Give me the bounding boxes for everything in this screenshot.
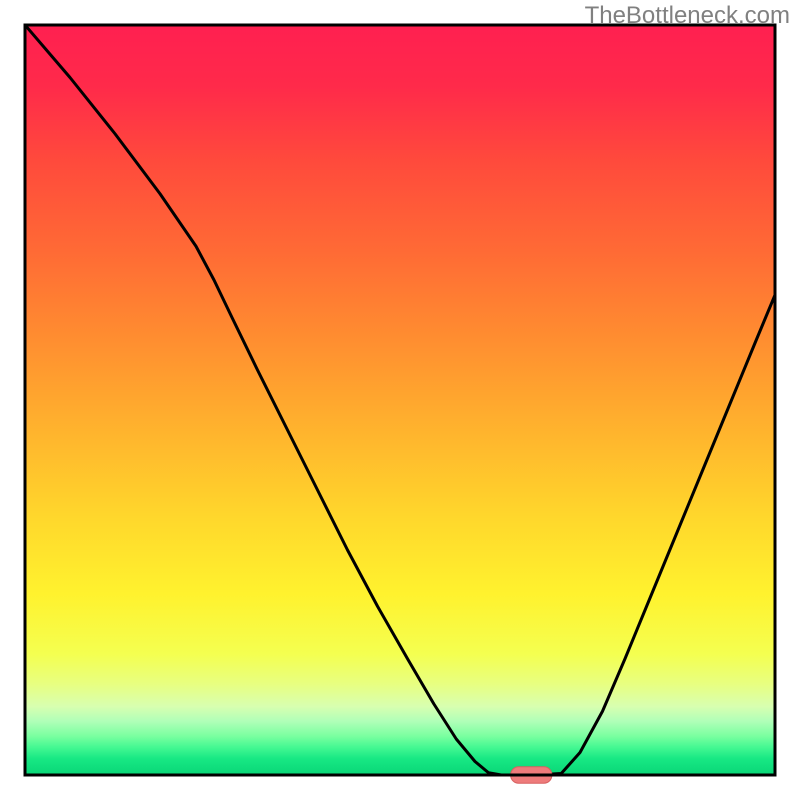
watermark-label: TheBottleneck.com [585,2,790,30]
plot-background [27,27,774,774]
chart-stage: TheBottleneck.com [0,0,800,800]
bottleneck-chart [0,0,800,800]
